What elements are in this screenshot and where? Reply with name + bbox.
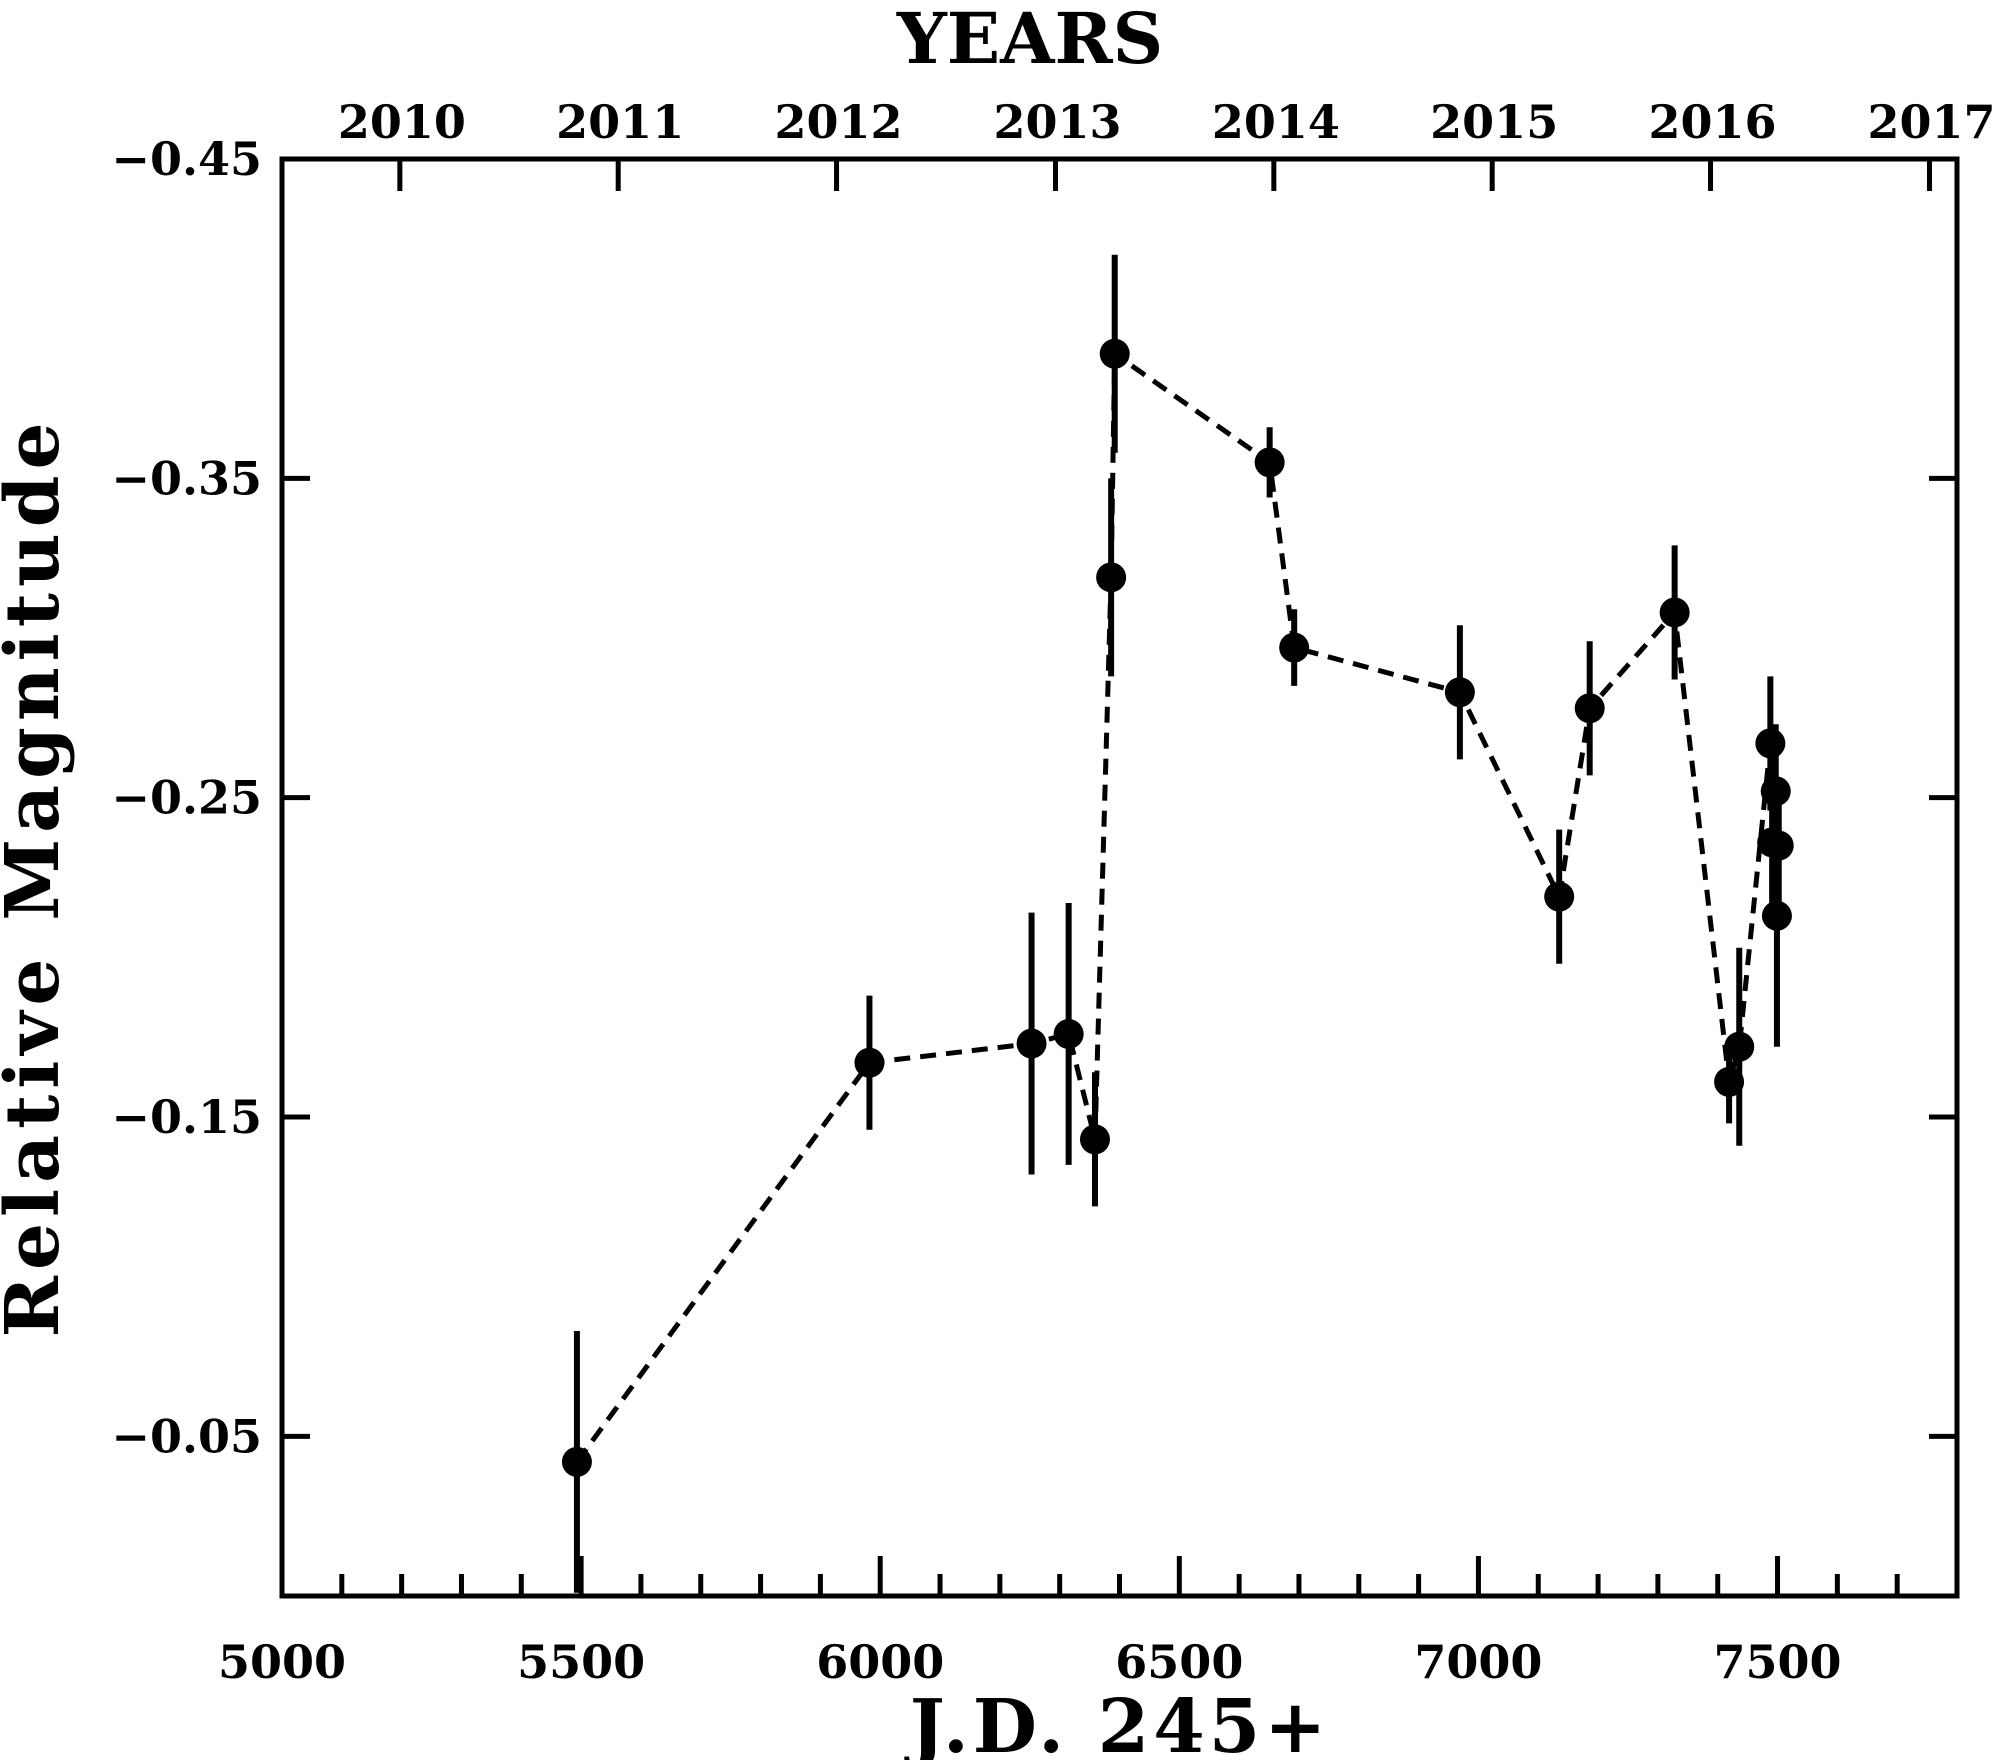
x-tick-label: 5500: [517, 1635, 645, 1689]
data-point: [1096, 562, 1127, 593]
data-point: [1763, 830, 1794, 861]
x-tick-label: 7000: [1414, 1635, 1542, 1689]
data-point: [1724, 1031, 1755, 1062]
x-tick-label: 6500: [1115, 1635, 1243, 1689]
data-point: [1444, 677, 1475, 708]
data-point: [1279, 632, 1310, 663]
y-tick-label: −0.25: [111, 771, 262, 825]
y-tick-label: −0.35: [111, 451, 262, 505]
data-points: [561, 338, 1794, 1477]
data-point: [1760, 776, 1791, 807]
minor-ticks: [339, 1574, 1900, 1596]
top-year-label: 2012: [775, 95, 903, 149]
data-point: [1254, 447, 1285, 478]
data-point: [1761, 900, 1792, 931]
y-axis-title: Relative Magnitude: [0, 416, 76, 1337]
top-tick-labels: 2010 2011 2012 2013 2014 2015 2016 2017: [338, 95, 1995, 149]
x-axis-title: J.D. 245+: [904, 1684, 1331, 1760]
top-year-label: 2014: [1212, 95, 1340, 149]
top-year-label: 2010: [338, 95, 466, 149]
data-point: [854, 1047, 885, 1078]
series-line: [574, 349, 1782, 1464]
data-point: [1755, 728, 1786, 759]
dashed-series-line: [574, 349, 1782, 1464]
top-axis-title: YEARS: [896, 0, 1163, 80]
x-tick-label: 5000: [218, 1635, 346, 1689]
data-point: [561, 1446, 592, 1477]
error-bars: [573, 254, 1782, 1593]
x-tick-labels: 5000 5500 6000 6500 7000 7500: [218, 1635, 1842, 1689]
data-point: [1099, 338, 1130, 369]
data-point: [1714, 1066, 1745, 1097]
top-year-ticks: [397, 159, 1932, 191]
data-point: [1574, 693, 1605, 724]
y-tick-label: −0.45: [111, 132, 262, 186]
y-tick-label: −0.15: [111, 1090, 262, 1144]
y-tick-label: −0.05: [111, 1409, 262, 1463]
data-point: [1544, 881, 1575, 912]
top-year-label: 2015: [1430, 95, 1558, 149]
top-year-label: 2011: [556, 95, 684, 149]
data-point: [1079, 1124, 1110, 1155]
data-point: [1659, 597, 1690, 628]
top-year-label: 2013: [993, 95, 1121, 149]
data-point: [1016, 1028, 1047, 1059]
top-year-label: 2016: [1649, 95, 1777, 149]
x-tick-label: 7500: [1714, 1635, 1842, 1689]
data-point: [1053, 1018, 1084, 1049]
x-tick-label: 6000: [816, 1635, 944, 1689]
plot-frame: [279, 156, 1960, 1599]
y-tick-labels: −0.45 −0.35 −0.25 −0.15 −0.05: [111, 132, 262, 1463]
top-year-label: 2017: [1867, 95, 1995, 149]
